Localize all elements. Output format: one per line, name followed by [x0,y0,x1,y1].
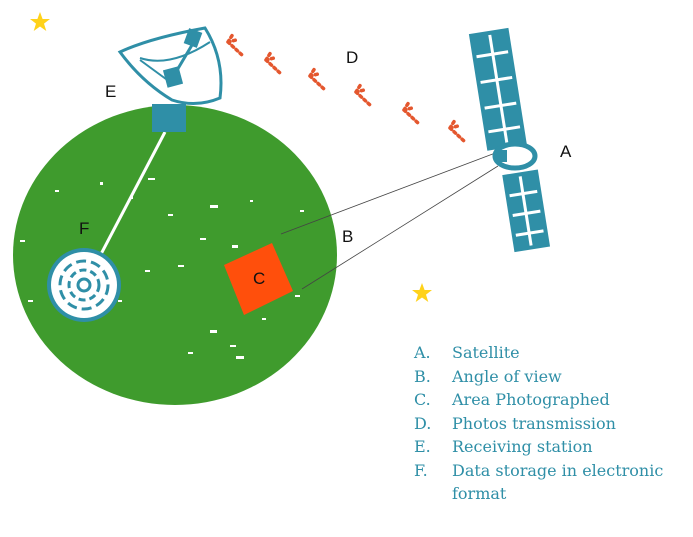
legend-item: D. Photos transmission [414,413,616,433]
disc-storage-icon [47,248,121,322]
legend-item: B. Angle of view [414,366,562,386]
legend-item: E. Receiving station [414,437,593,456]
view-angle-line-top [280,151,499,235]
label-a: A [560,142,572,161]
earth-globe [13,105,337,405]
label-c: C [253,269,266,288]
legend-item: C. Area Photographed [414,390,610,409]
station-link-line [98,131,167,257]
legend-item: F. Data storage in electronic format [414,460,664,504]
label-b: B [342,227,354,246]
earth-specks [20,178,304,359]
label-d: D [346,48,359,67]
star-icon [412,283,432,302]
label-f: F [79,219,90,238]
satellite-dish-icon [117,26,223,132]
view-angle-line-bottom [301,165,499,290]
photographed-area [224,243,293,315]
legend-item: A. Satellite [414,343,520,362]
legend-list: A. Satellite B. Angle of view C. Area Photo… [414,341,689,506]
transmission-arrows [226,32,466,143]
satellite-icon [468,27,551,253]
star-icon [30,12,50,31]
label-e: E [105,82,117,101]
